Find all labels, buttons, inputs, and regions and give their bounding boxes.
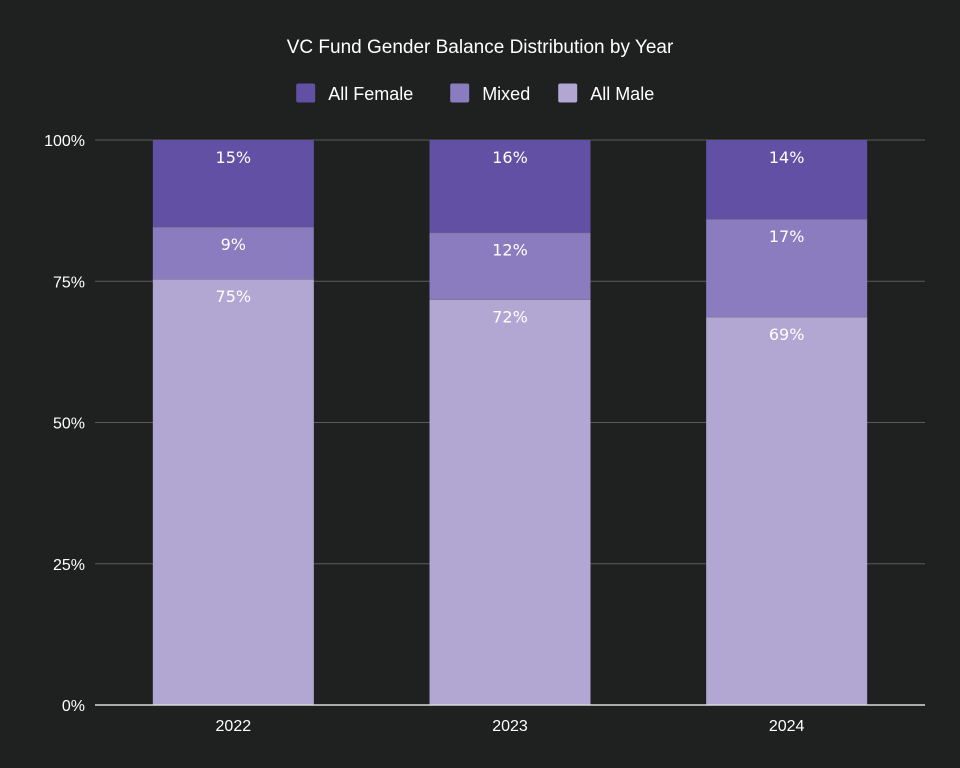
data-label-mixed-2023: 12% [492, 241, 528, 260]
y-tick-label: 75% [53, 274, 85, 291]
bar-segment-all-male-2022 [152, 278, 314, 705]
data-label-all-female-2024: 14% [769, 148, 805, 167]
y-axis-tick-labels: 0% 25% 50% 75% 100% [44, 133, 85, 715]
y-tick-label: 50% [53, 416, 85, 433]
bar-segment-all-female-2024 [706, 140, 868, 220]
bar-segment-mixed-2024 [706, 219, 868, 317]
legend-swatch-all-female [296, 83, 316, 103]
legend-label-mixed: Mixed [482, 84, 530, 104]
bar-segment-mixed-2023 [429, 232, 591, 300]
bar-segment-all-female-2023 [429, 140, 591, 233]
legend-label-all-female: All Female [328, 84, 413, 104]
legend: All Female Mixed All Male [296, 83, 654, 104]
data-label-all-male-2024: 69% [769, 325, 805, 344]
bar-segment-all-female-2022 [152, 140, 314, 228]
data-label-all-male-2023: 72% [492, 307, 528, 326]
x-tick-label: 2022 [216, 718, 252, 735]
data-label-all-male-2022: 75% [216, 287, 252, 306]
y-tick-label: 0% [62, 698, 85, 715]
y-tick-label: 25% [53, 557, 85, 574]
legend-swatch-mixed [450, 83, 470, 103]
legend-label-all-male: All Male [590, 84, 654, 104]
bar-segment-all-male-2023 [429, 299, 591, 705]
bar-segment-all-male-2024 [706, 316, 868, 705]
legend-swatch-all-male [558, 83, 578, 103]
x-axis-tick-labels: 2022 2023 2024 [216, 718, 805, 735]
x-tick-label: 2024 [769, 718, 805, 735]
bar-segment-mixed-2022 [152, 227, 314, 279]
bars [152, 140, 868, 705]
data-label-all-female-2022: 15% [216, 148, 252, 167]
data-label-mixed-2024: 17% [769, 227, 805, 246]
data-label-mixed-2022: 9% [221, 235, 246, 254]
bar-data-labels: 75% 9% 15% 72% 12% 16% 69% 17% 14% [216, 148, 805, 344]
chart-title: VC Fund Gender Balance Distribution by Y… [287, 37, 674, 58]
y-tick-label: 100% [44, 133, 85, 150]
data-label-all-female-2023: 16% [492, 148, 528, 167]
x-tick-label: 2023 [492, 718, 528, 735]
